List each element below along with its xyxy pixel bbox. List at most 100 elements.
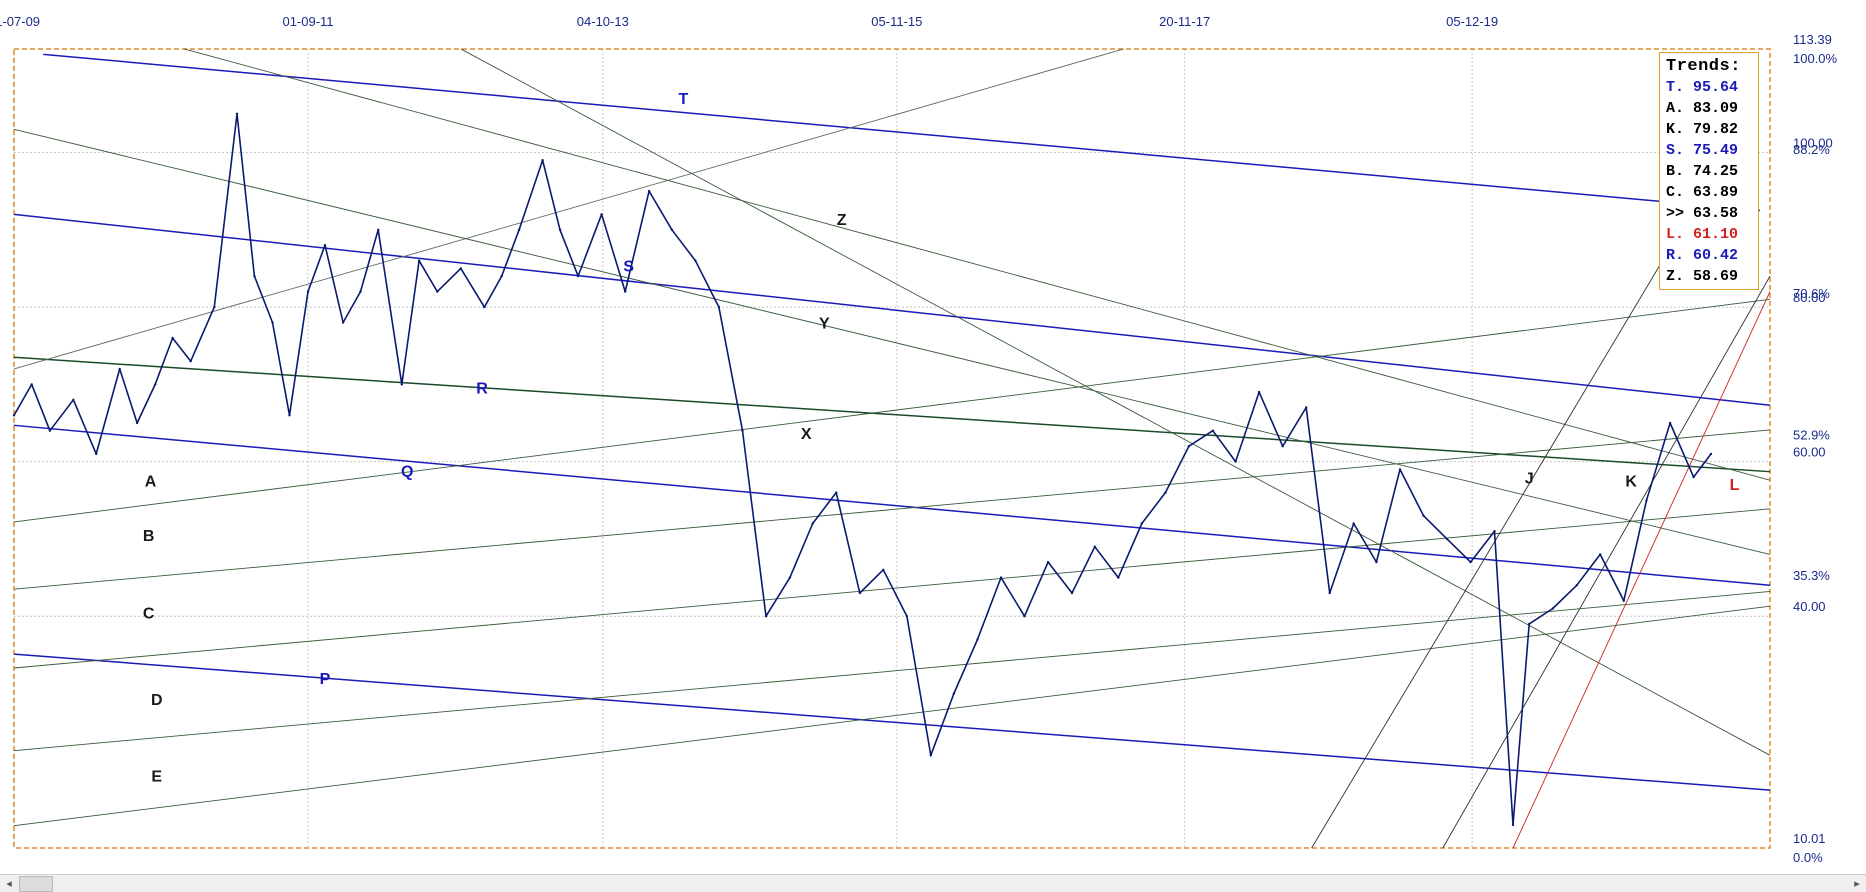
price-point (576, 274, 580, 278)
trend-legend-label: Z. (1666, 268, 1685, 285)
pct-tick-label: 88.2% (1793, 142, 1830, 157)
price-point (1093, 545, 1097, 548)
price-point (1551, 607, 1555, 610)
chart: 31-07-09 01-09-11 04-10-13 05-11-15 20-11-17… (0, 14, 1838, 865)
price-point (323, 244, 327, 247)
plot-frame (13, 48, 1771, 849)
trend-label-t: T (679, 91, 689, 108)
trend-line-r (13, 356, 1771, 473)
y-axis-ticks: 113.39 100.00 80.00 60.00 40.00 10.01 100.0% 88… (1793, 32, 1838, 865)
trend-legend-value: 63.58 (1693, 205, 1739, 222)
price-point (377, 228, 380, 231)
trends-legend: Trends: T. 95.64 A. 83.09 K. 79.82 S. 75.49… (1659, 52, 1759, 290)
price-point (1211, 429, 1215, 432)
price-point (1257, 390, 1261, 394)
trend-legend-row: T. 95.64 (1666, 77, 1752, 98)
price-line (13, 113, 1712, 826)
scroll-right-arrow-icon[interactable]: ▸ (1854, 877, 1860, 890)
trend-line-l (1512, 291, 1771, 849)
trend-legend-value: 61.10 (1693, 226, 1739, 243)
price-point (1305, 406, 1308, 409)
x-axis-ticks: 31-07-09 01-09-11 04-10-13 05-11-15 20-11-17… (0, 14, 1498, 29)
trend-legend-row: C. 63.89 (1666, 182, 1752, 203)
price-point (1575, 584, 1578, 587)
price-point (500, 274, 503, 278)
price-point (952, 692, 956, 695)
trend-line-p (13, 653, 1771, 791)
price-point (30, 383, 33, 386)
trend-line-unlabeled (13, 48, 1124, 370)
price-point (288, 414, 291, 417)
trend-legend-row: A. 83.09 (1666, 98, 1752, 119)
trend-legend-label: T. (1666, 79, 1685, 96)
price-point (1398, 468, 1402, 471)
trend-label-e: E (151, 769, 162, 786)
x-tick-label: 05-12-19 (1446, 14, 1498, 29)
trend-line-b (13, 429, 1771, 590)
trend-legend-row: R. 60.42 (1666, 245, 1752, 266)
price-point (1234, 460, 1237, 463)
price-point (1046, 560, 1050, 564)
price-point (764, 615, 768, 618)
grid-lines (13, 49, 1770, 848)
trend-legend-label: >> (1666, 205, 1685, 222)
price-point (253, 274, 256, 278)
price-point (459, 267, 462, 270)
price-point (1599, 553, 1602, 556)
trend-legend-label: B. (1666, 163, 1685, 180)
pct-tick-label: 100.0% (1793, 51, 1838, 66)
price-point (670, 228, 674, 231)
price-point (600, 213, 603, 216)
price-point (135, 421, 139, 425)
trend-legend-label: L. (1666, 226, 1685, 243)
trend-legend-value: 74.25 (1693, 163, 1739, 180)
price-point (417, 259, 421, 262)
price-point (517, 228, 521, 231)
trend-legend-row: Z. 58.69 (1666, 266, 1752, 287)
trend-legend-label: S. (1666, 142, 1685, 159)
scroll-left-arrow-icon[interactable]: ◂ (6, 877, 12, 890)
x-tick-label: 31-07-09 (0, 14, 40, 29)
price-point (976, 638, 979, 641)
price-point (118, 367, 121, 371)
trend-legend-label: A. (1666, 100, 1685, 117)
price-point (811, 522, 814, 525)
trend-label-a: A (145, 473, 157, 490)
trend-label-s: S (623, 259, 634, 276)
trend-line-s (13, 213, 1771, 406)
scroll-thumb[interactable] (19, 876, 53, 892)
x-tick-label: 20-11-17 (1159, 14, 1210, 29)
price-point (1493, 530, 1496, 533)
price-point (1023, 615, 1026, 618)
price-point (1187, 445, 1191, 448)
y-tick-label: 80.00 (1793, 290, 1826, 305)
trend-legend-value: 75.49 (1693, 142, 1739, 159)
trend-line-z (184, 48, 1771, 481)
price-point (235, 112, 239, 116)
x-tick-label: 05-11-15 (871, 14, 922, 29)
price-point (1117, 576, 1120, 579)
trend-label-y: Y (819, 316, 830, 333)
x-tick-label: 04-10-13 (577, 14, 629, 29)
price-point (483, 305, 486, 309)
trend-legend-value: 63.89 (1693, 184, 1739, 201)
price-point (1645, 499, 1648, 502)
trend-line-t (43, 53, 1761, 212)
trend-label-l: L (1730, 477, 1740, 494)
horizontal-scrollbar[interactable]: ◂ ▸ (0, 874, 1866, 892)
trend-label-k: K (1625, 473, 1637, 490)
y-tick-label: 60.00 (1793, 445, 1826, 460)
trends-legend-title: Trends: (1666, 57, 1741, 76)
trend-legend-row: S. 75.49 (1666, 140, 1752, 161)
price-point (72, 398, 75, 401)
price-point (12, 414, 16, 417)
price-point (541, 159, 544, 162)
price-point (858, 591, 861, 595)
price-point (1352, 522, 1355, 525)
y-tick-label: 10.01 (1793, 831, 1826, 846)
price-point (271, 321, 274, 324)
price-point (436, 290, 439, 293)
pct-tick-label: 0.0% (1793, 850, 1823, 865)
trend-lines (13, 48, 1771, 849)
trend-line-labels: T Z S Y R X Q A B C P D E J K L (143, 91, 1740, 786)
